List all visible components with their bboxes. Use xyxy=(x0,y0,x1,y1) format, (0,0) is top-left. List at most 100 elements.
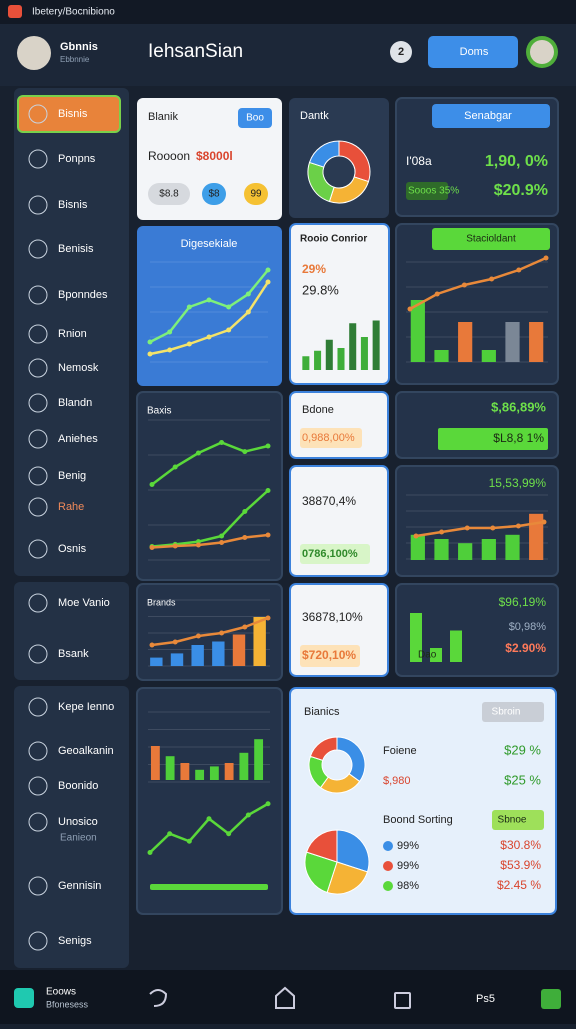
pill xyxy=(300,428,362,448)
sidebar-icon xyxy=(28,285,48,305)
chart-line xyxy=(151,441,269,486)
chip[interactable] xyxy=(244,183,268,205)
chip-label: 99 xyxy=(250,189,262,200)
sidebar-icon xyxy=(28,776,48,796)
label: $720,10% xyxy=(302,648,356,662)
baseline-bar xyxy=(150,884,268,890)
donut-segment xyxy=(304,851,338,894)
label: $96,19% xyxy=(499,595,547,609)
label: $53.9% xyxy=(500,858,541,872)
chart-point xyxy=(490,525,496,531)
chart-point xyxy=(219,540,225,545)
chart-point xyxy=(172,543,178,549)
dropdown[interactable] xyxy=(482,702,544,722)
pill xyxy=(300,645,360,667)
chart-bar xyxy=(239,752,249,780)
chart-point xyxy=(147,850,153,855)
green-icon[interactable] xyxy=(541,989,561,1009)
sidebar-icon xyxy=(28,644,48,664)
sidebar-item: Bisnis xyxy=(58,108,88,120)
chart-point xyxy=(265,267,271,273)
label: 99% xyxy=(397,860,419,872)
donut-segment xyxy=(326,861,369,895)
sidebar-icon xyxy=(28,429,48,449)
chart-bar xyxy=(434,539,449,560)
chart-point xyxy=(541,519,547,525)
sidebar-icon xyxy=(28,104,48,124)
sidebar-icon xyxy=(28,593,48,613)
card xyxy=(137,226,282,386)
sidebar-item: Bisnis xyxy=(58,199,88,211)
chart-point xyxy=(464,525,470,531)
label: $30.8% xyxy=(500,838,541,852)
chip[interactable] xyxy=(148,183,190,205)
sidebar-item: Kepe Ienno xyxy=(58,701,114,713)
chart-line xyxy=(151,489,269,548)
row-icon xyxy=(383,881,393,891)
progress-bar xyxy=(438,428,548,450)
label: $,86,89% xyxy=(491,399,546,414)
header-button[interactable] xyxy=(428,36,518,68)
chart-point xyxy=(149,545,155,550)
nav-recent[interactable] xyxy=(394,992,411,1009)
chart-point xyxy=(206,816,212,822)
badge-bg xyxy=(390,41,412,63)
chart-point xyxy=(219,440,225,445)
chip[interactable] xyxy=(202,183,226,205)
chart-point xyxy=(147,339,153,345)
card-title: Dantk xyxy=(300,110,329,122)
label: 1,90, 0% xyxy=(485,153,548,170)
label: 29% xyxy=(302,262,326,276)
sidebar-item: Gennisin xyxy=(58,880,101,892)
chart-point xyxy=(242,509,248,514)
app-badge xyxy=(14,988,34,1008)
chart-point xyxy=(167,347,173,353)
chart-bar xyxy=(224,763,234,780)
button[interactable] xyxy=(432,228,550,250)
sidebar-panel xyxy=(14,582,129,680)
chart-bar xyxy=(458,322,473,362)
bottom-app: Eoows xyxy=(46,987,76,998)
chart-point xyxy=(226,831,232,837)
sidebar-item: Bsank xyxy=(58,648,89,660)
chart-bar xyxy=(430,648,442,662)
label: $2.45 % xyxy=(497,878,541,892)
sidebar-active[interactable] xyxy=(17,95,121,133)
chart-point xyxy=(219,630,225,636)
sidebar-item: Geoalkanin xyxy=(58,745,114,757)
chart-bar xyxy=(150,657,163,666)
chart-bar xyxy=(450,630,462,662)
chart-bar xyxy=(195,769,205,780)
chart-point xyxy=(242,624,248,630)
chart-bar xyxy=(232,634,246,666)
chart-point xyxy=(242,535,248,540)
chart-point xyxy=(516,267,522,273)
row-icon xyxy=(383,861,393,871)
nav-home[interactable] xyxy=(275,986,295,1009)
label: $25 % xyxy=(504,772,541,787)
button[interactable] xyxy=(492,810,544,830)
nav-back[interactable] xyxy=(149,989,168,1007)
label: Sooos 35% xyxy=(408,186,459,197)
label: $8000l xyxy=(196,149,233,163)
chart-bar xyxy=(505,322,520,362)
button-label: Sbnoe xyxy=(498,815,527,826)
chart-bar xyxy=(410,300,425,362)
chart-point xyxy=(489,276,495,282)
chart-point xyxy=(219,533,225,539)
sidebar-icon xyxy=(28,539,48,559)
button[interactable] xyxy=(238,108,272,128)
chart-point xyxy=(226,304,232,310)
sidebar-item: Ponpns xyxy=(58,153,96,165)
sidebar-item: Blandn xyxy=(58,397,92,409)
chart-point xyxy=(195,633,201,639)
header-button-label: Doms xyxy=(460,46,489,58)
dropdown[interactable] xyxy=(432,104,550,128)
chart-bar xyxy=(529,322,544,362)
donut-segment xyxy=(305,829,338,863)
button-label: Boo xyxy=(246,113,264,124)
sidebar-icon xyxy=(28,741,48,761)
chart-point xyxy=(439,529,445,535)
chart-bar xyxy=(349,323,357,370)
label: 0,988,00% xyxy=(302,432,355,444)
